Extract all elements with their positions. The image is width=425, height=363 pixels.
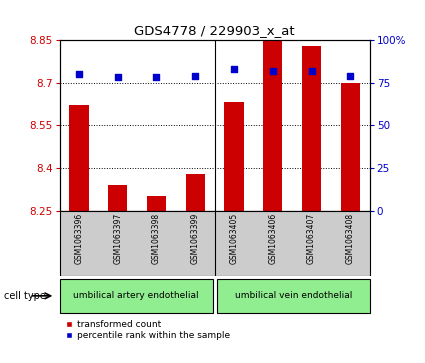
Title: GDS4778 / 229903_x_at: GDS4778 / 229903_x_at <box>134 24 295 37</box>
Point <box>192 73 198 79</box>
Bar <box>224 102 244 211</box>
Bar <box>302 46 321 211</box>
FancyBboxPatch shape <box>217 279 370 313</box>
Point <box>114 74 121 80</box>
Point <box>76 71 82 77</box>
Text: GSM1063397: GSM1063397 <box>113 212 122 264</box>
Point <box>153 74 160 80</box>
Text: GSM1063408: GSM1063408 <box>346 212 355 264</box>
Text: GSM1063405: GSM1063405 <box>230 212 238 264</box>
Text: GSM1063407: GSM1063407 <box>307 212 316 264</box>
Bar <box>108 185 128 211</box>
Text: umbilical artery endothelial: umbilical artery endothelial <box>73 291 199 300</box>
Bar <box>186 174 205 211</box>
Text: GSM1063399: GSM1063399 <box>191 212 200 264</box>
Legend: transformed count, percentile rank within the sample: transformed count, percentile rank withi… <box>64 320 230 340</box>
Text: GSM1063406: GSM1063406 <box>268 212 277 264</box>
Text: cell type: cell type <box>4 291 46 301</box>
Text: GSM1063396: GSM1063396 <box>74 212 83 264</box>
Point <box>269 68 276 74</box>
Text: umbilical vein endothelial: umbilical vein endothelial <box>235 291 352 300</box>
Bar <box>69 105 88 211</box>
Point <box>347 73 354 79</box>
Point <box>308 68 315 74</box>
FancyBboxPatch shape <box>60 279 212 313</box>
Text: GSM1063398: GSM1063398 <box>152 212 161 264</box>
Point <box>231 66 238 72</box>
Bar <box>341 83 360 211</box>
Bar <box>263 40 283 211</box>
Bar <box>147 196 166 211</box>
